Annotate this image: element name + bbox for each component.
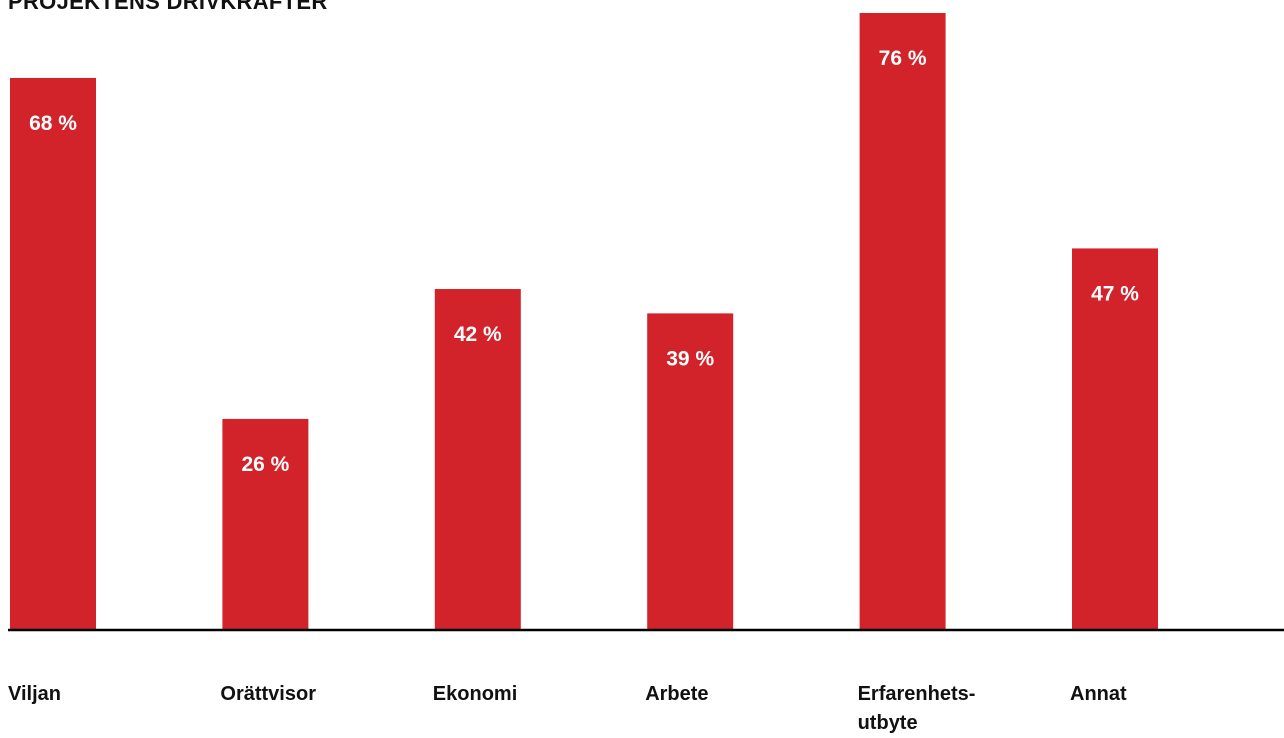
- category-label-2: Ekonomi: [432, 683, 518, 705]
- chart-title: PROJEKTENS DRIVKRAFTER: [8, 0, 328, 14]
- bar-2: [434, 289, 521, 630]
- bar-value-label-0: 68 %: [29, 112, 77, 135]
- category-label-5: Annat: [1070, 683, 1127, 705]
- category-label-0: Viljan: [8, 683, 61, 705]
- bar-1: [222, 418, 309, 630]
- bar-value-label-4: 76 %: [879, 47, 927, 70]
- bar-5: [1072, 248, 1158, 630]
- bar-4: [859, 13, 946, 630]
- bar-3: [647, 313, 734, 630]
- category-label-1: Orättvisor: [220, 683, 316, 705]
- bar-value-label-5: 47 %: [1091, 282, 1139, 305]
- bar-value-label-1: 26 %: [241, 453, 289, 476]
- bar-0: [10, 77, 96, 630]
- category-label-4: Erfarenhets- utbyte: [857, 683, 976, 734]
- bars-group: 68 % 26 % 42 % 39 % 76 % 47 %: [10, 13, 1158, 630]
- bar-value-label-2: 42 %: [454, 323, 502, 346]
- bar-value-label-3: 39 %: [666, 347, 714, 370]
- category-label-3: Arbete: [645, 683, 709, 705]
